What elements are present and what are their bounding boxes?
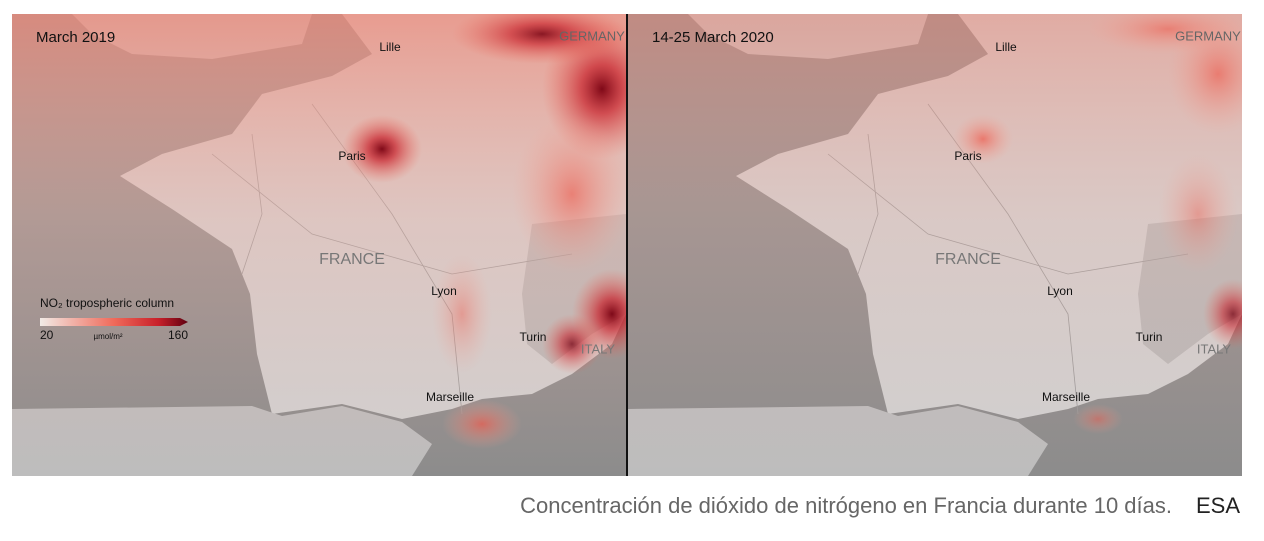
map-panel: 14-25 March 2020 GERMANY Lille Paris FRANCE L…: [628, 14, 1242, 476]
place-label: FRANCE: [935, 251, 1001, 268]
credit: ESA: [1196, 493, 1240, 518]
place-label: ITALY: [1197, 341, 1232, 356]
place-label: Marseille: [426, 390, 474, 404]
no2-hotspot: [442, 399, 522, 449]
place-label: Turin: [520, 330, 547, 344]
legend-title: NO₂ tropospheric column: [40, 296, 174, 310]
place-label: Paris: [954, 149, 981, 163]
legend-unit: µmol/m²: [93, 332, 122, 341]
no2-hotspot: [512, 114, 626, 274]
place-label: Lyon: [431, 284, 457, 298]
map-panel: March 2019 GERMANY Lille Paris FRANCE Lyon Tur…: [12, 14, 626, 476]
place-label: Marseille: [1042, 390, 1090, 404]
no2-hotspot: [1073, 404, 1123, 434]
no2-hotspot: [342, 115, 422, 183]
place-label: Lille: [379, 40, 401, 54]
place-label: Lyon: [1047, 284, 1073, 298]
no2-hotspot: [1158, 154, 1238, 274]
place-label: GERMANY: [1175, 28, 1241, 43]
place-label: Turin: [1136, 330, 1163, 344]
legend-max: 160: [168, 328, 188, 342]
place-label: Lille: [995, 40, 1017, 54]
no2-hotspot: [1203, 279, 1242, 349]
panel-title: March 2019: [36, 29, 115, 46]
caption: Concentración de dióxido de nitrógeno en…: [520, 493, 1172, 518]
no2-hotspot: [432, 254, 492, 374]
no2-hotspot: [452, 14, 626, 64]
place-label: ITALY: [581, 341, 616, 356]
place-label: FRANCE: [319, 251, 385, 268]
no2-overlay: [12, 14, 626, 476]
legend-bar: [40, 318, 188, 326]
legend: NO₂ tropospheric column 20 µmol/m² 160: [40, 296, 188, 342]
no2-hotspot: [542, 314, 602, 374]
legend-min: 20: [40, 328, 54, 342]
no2-hotspot: [953, 114, 1013, 164]
panel-title: 14-25 March 2020: [652, 29, 774, 46]
place-label: Paris: [338, 149, 365, 163]
place-label: GERMANY: [559, 28, 625, 43]
no2-hotspot: [1088, 14, 1242, 54]
no2-overlay: [628, 14, 1242, 476]
